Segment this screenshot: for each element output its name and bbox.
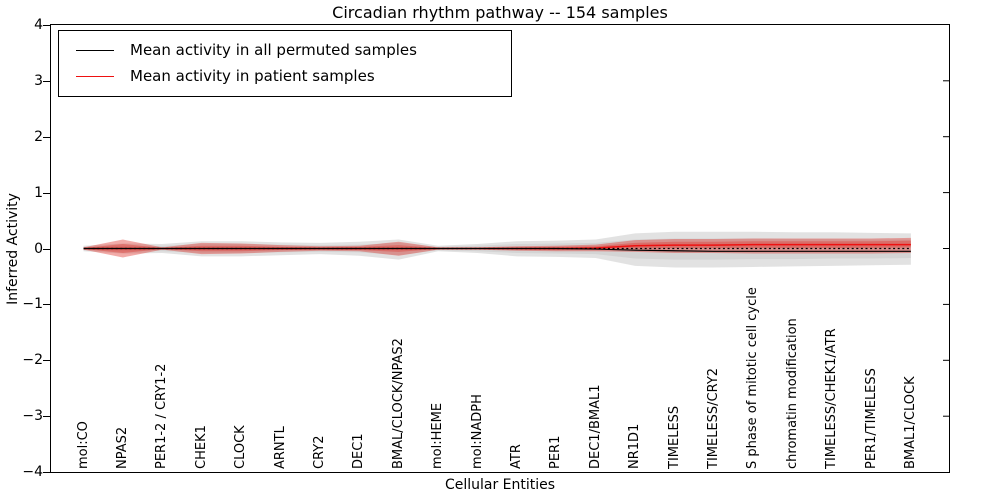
y-tick-label: −2 bbox=[22, 352, 43, 369]
y-tick-mark bbox=[43, 304, 50, 306]
x-tick-label: ATR bbox=[508, 444, 524, 469]
x-tick-label: mol:NADPH bbox=[469, 394, 485, 469]
y-tick-mark bbox=[43, 248, 50, 250]
x-tick-label: ARNTL bbox=[272, 426, 288, 469]
x-tick-label: chromatin modification bbox=[784, 318, 800, 469]
x-tick-label: CLOCK bbox=[233, 425, 249, 469]
x-tick-label: PER1-2 / CRY1-2 bbox=[154, 363, 170, 469]
x-tick-label: BMAL1/CLOCK bbox=[902, 376, 918, 469]
legend-row-permuted: Mean activity in all permuted samples bbox=[59, 37, 511, 63]
y-tick-mark bbox=[43, 136, 50, 138]
y-tick-mark bbox=[43, 80, 50, 82]
patient-range-inner-band bbox=[83, 240, 911, 253]
x-tick-label: PER1/TIMELESS bbox=[863, 368, 879, 469]
x-tick-label: DEC1/BMAL1 bbox=[587, 384, 603, 470]
y-tick-label: −4 bbox=[22, 464, 43, 481]
x-tick-label: CHEK1 bbox=[193, 425, 209, 469]
y-tick-mark bbox=[43, 416, 50, 418]
y-tick-label: 4 bbox=[34, 16, 43, 33]
y-tick-mark bbox=[43, 360, 50, 362]
permuted-range-outer-band bbox=[83, 231, 911, 268]
x-tick-label: CRY2 bbox=[311, 435, 327, 470]
patient-range-outer-band bbox=[83, 237, 911, 258]
y-tick-label: 2 bbox=[34, 128, 43, 145]
permuted-line-swatch bbox=[76, 49, 114, 51]
chart-title: Circadian rhythm pathway -- 154 samples bbox=[332, 3, 668, 22]
x-axis-label: Cellular Entities bbox=[444, 477, 556, 493]
y-tick-mark bbox=[43, 24, 50, 26]
x-tick-label: mol:CO bbox=[75, 421, 91, 469]
legend-label-patient: Mean activity in patient samples bbox=[130, 67, 375, 85]
legend-row-patient: Mean activity in patient samples bbox=[59, 63, 511, 89]
x-tick-label: DEC1 bbox=[351, 433, 367, 469]
permuted-mean-line bbox=[83, 247, 911, 252]
patient-line-swatch bbox=[76, 75, 114, 77]
x-tick-label: S phase of mitotic cell cycle bbox=[745, 287, 761, 469]
legend: Mean activity in all permuted samples Me… bbox=[58, 30, 512, 97]
y-tick-label: 3 bbox=[34, 72, 43, 89]
x-tick-label: PER1 bbox=[548, 435, 564, 469]
y-tick-mark bbox=[43, 472, 50, 474]
x-tick-label: TIMELESS/CRY2 bbox=[705, 367, 721, 469]
y-tick-label: 0 bbox=[34, 240, 43, 257]
x-tick-label: NR1D1 bbox=[627, 423, 643, 469]
y-tick-mark bbox=[43, 192, 50, 194]
y-tick-label: −3 bbox=[22, 408, 43, 425]
x-tick-label: NPAS2 bbox=[114, 426, 130, 469]
x-tick-label: TIMELESS/CHEK1/ATR bbox=[824, 328, 840, 469]
y-tick-label: −1 bbox=[22, 296, 43, 313]
legend-label-permuted: Mean activity in all permuted samples bbox=[130, 41, 417, 59]
y-tick-label: 1 bbox=[34, 184, 43, 201]
x-tick-label: mol:HEME bbox=[430, 402, 446, 469]
x-tick-label: BMAL/CLOCK/NPAS2 bbox=[390, 338, 406, 469]
x-tick-label: TIMELESS bbox=[666, 405, 682, 469]
